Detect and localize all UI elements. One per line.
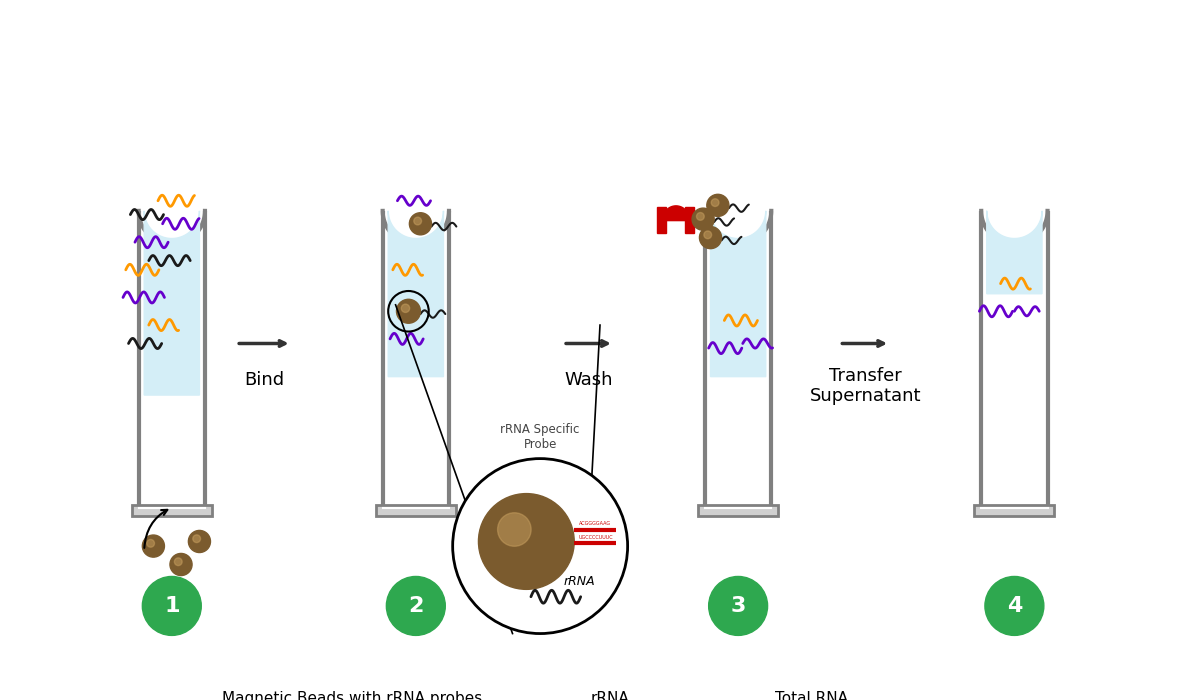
Text: 4: 4	[1007, 596, 1022, 616]
Circle shape	[704, 231, 712, 239]
Text: rRNA: rRNA	[563, 575, 595, 588]
Circle shape	[143, 535, 164, 557]
Polygon shape	[143, 211, 200, 505]
Text: 1: 1	[164, 596, 180, 616]
Circle shape	[193, 687, 215, 700]
Polygon shape	[144, 211, 199, 395]
Circle shape	[396, 300, 420, 323]
Circle shape	[174, 558, 182, 566]
Text: 3: 3	[731, 596, 746, 616]
Text: Bind: Bind	[244, 371, 284, 389]
Polygon shape	[388, 211, 444, 505]
Text: UGCCCCUUUC: UGCCCCUUUC	[578, 535, 613, 540]
Circle shape	[414, 217, 421, 225]
FancyBboxPatch shape	[698, 505, 778, 516]
Circle shape	[170, 554, 192, 575]
Text: 2: 2	[408, 596, 424, 616]
Circle shape	[985, 577, 1044, 636]
Circle shape	[146, 540, 155, 547]
Circle shape	[193, 535, 200, 542]
Polygon shape	[709, 211, 767, 505]
Circle shape	[700, 227, 721, 248]
Polygon shape	[710, 211, 766, 377]
Circle shape	[696, 213, 704, 220]
Circle shape	[198, 692, 205, 699]
Text: Wash: Wash	[565, 371, 613, 389]
FancyBboxPatch shape	[132, 505, 212, 516]
Polygon shape	[389, 211, 444, 377]
Text: rRNA Specific
Probe: rRNA Specific Probe	[500, 424, 580, 452]
Bar	[658, 207, 666, 233]
Polygon shape	[986, 211, 1043, 505]
Circle shape	[479, 494, 575, 589]
Circle shape	[452, 458, 628, 634]
Text: Total RNA: Total RNA	[775, 690, 848, 700]
Circle shape	[401, 304, 409, 312]
Circle shape	[712, 199, 719, 206]
Circle shape	[692, 208, 714, 230]
Circle shape	[709, 577, 768, 636]
Text: ACGGGGAAG: ACGGGGAAG	[578, 521, 611, 526]
Circle shape	[409, 213, 432, 234]
FancyBboxPatch shape	[376, 505, 456, 516]
Bar	[685, 207, 694, 233]
Polygon shape	[986, 211, 1042, 294]
FancyBboxPatch shape	[974, 505, 1055, 516]
Circle shape	[188, 531, 210, 552]
Circle shape	[707, 195, 728, 216]
Circle shape	[143, 577, 202, 636]
Text: rRNA: rRNA	[590, 690, 630, 700]
Text: Magnetic Beads with rRNA probes: Magnetic Beads with rRNA probes	[222, 690, 482, 700]
Text: Transfer
Supernatant: Transfer Supernatant	[810, 367, 920, 405]
Circle shape	[386, 577, 445, 636]
Circle shape	[498, 512, 532, 546]
